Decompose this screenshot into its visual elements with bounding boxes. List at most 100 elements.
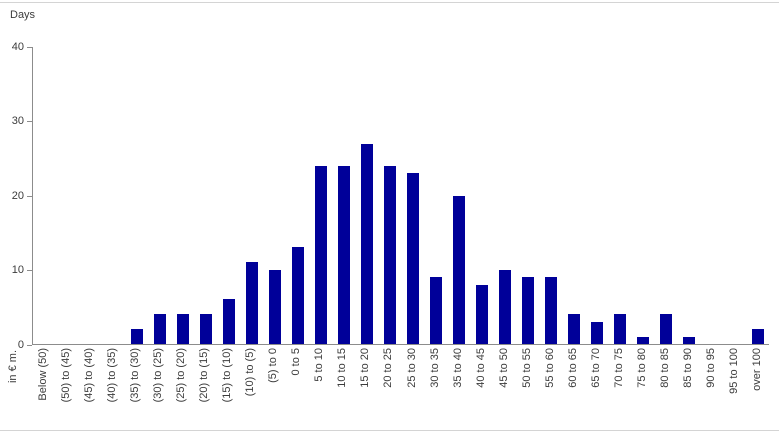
bar-column xyxy=(585,47,608,344)
bar-column xyxy=(539,47,562,344)
y-tick-mark xyxy=(27,270,32,271)
bar-column xyxy=(378,47,401,344)
bar xyxy=(636,336,649,344)
x-axis-label-slot: (15) to (10) xyxy=(216,348,239,402)
x-axis-label-slot: 45 to 50 xyxy=(493,348,516,388)
bar xyxy=(590,321,603,344)
x-axis-label-slot: 25 to 30 xyxy=(401,348,424,388)
bar-column xyxy=(79,47,102,344)
x-axis-tick-label: 35 to 40 xyxy=(451,348,464,388)
x-axis-label-slot: (50) to (45) xyxy=(55,348,78,402)
bar-column xyxy=(194,47,217,344)
x-axis-label-slot: (40) to (35) xyxy=(101,348,124,402)
bar-column xyxy=(516,47,539,344)
bar-column xyxy=(332,47,355,344)
x-axis-label-slot: 70 to 75 xyxy=(608,348,631,388)
x-axis-tick-label: (45) to (40) xyxy=(83,348,96,403)
x-axis-label-slot: 15 to 20 xyxy=(354,348,377,388)
x-axis-tick-label: (5) to 0 xyxy=(267,348,280,383)
x-axis-tick-label: 0 to 5 xyxy=(290,348,303,376)
bar xyxy=(567,314,580,344)
bar xyxy=(383,165,396,344)
x-axis-unit-label: in € m. xyxy=(7,350,19,384)
bar xyxy=(337,165,350,344)
y-tick-mark xyxy=(27,195,32,197)
x-axis-tick-label: 70 to 75 xyxy=(612,348,625,388)
bar-column xyxy=(746,47,769,344)
x-axis-tick-label: 65 to 70 xyxy=(589,348,602,388)
x-axis-tick-label: 10 to 15 xyxy=(336,348,349,388)
x-axis-tick-label: 95 to 100 xyxy=(727,348,740,394)
bar xyxy=(199,314,212,344)
x-axis-tick-label: 45 to 50 xyxy=(497,348,510,388)
x-axis-tick-label: Below (50) xyxy=(37,348,50,401)
x-axis-label-slot: 80 to 85 xyxy=(654,348,677,388)
x-axis-label-slot: (20) to (15) xyxy=(193,348,216,402)
x-axis-tick-label: (25) to (20) xyxy=(175,348,188,403)
bar xyxy=(406,173,419,344)
y-axis: 0 10 20 30 40 xyxy=(0,41,32,350)
y-tick-label: 0 xyxy=(17,338,24,351)
x-axis-tick-label: 85 to 90 xyxy=(681,348,694,388)
bar-column xyxy=(171,47,194,344)
x-axis-tick-label: 20 to 25 xyxy=(382,348,395,388)
x-axis-labels: Below (50) (50) to (45) (45) to (40) (40) t… xyxy=(32,348,769,430)
x-axis-tick-label: (50) to (45) xyxy=(60,348,73,403)
x-axis-tick-label: 60 to 65 xyxy=(566,348,579,388)
x-axis-label-slot: 35 to 40 xyxy=(447,348,470,388)
x-axis-label-slot: 60 to 65 xyxy=(562,348,585,388)
x-axis-tick-label: (40) to (35) xyxy=(106,348,119,403)
bar-column xyxy=(424,47,447,344)
bar-column xyxy=(263,47,286,344)
x-axis-tick-label: 75 to 80 xyxy=(635,348,648,388)
x-axis-tick-label: (20) to (15) xyxy=(198,348,211,403)
bar-column xyxy=(700,47,723,344)
bar-column xyxy=(562,47,585,344)
x-axis-tick-label: over 100 xyxy=(750,348,763,391)
y-tick: 20 xyxy=(8,190,32,202)
bar xyxy=(613,314,626,344)
bar-column xyxy=(56,47,79,344)
x-axis-label-slot: 95 to 100 xyxy=(723,348,746,394)
x-axis-label-slot: 55 to 60 xyxy=(539,348,562,388)
plot-area xyxy=(32,47,769,345)
top-divider xyxy=(0,2,779,3)
bar xyxy=(452,195,465,344)
bar-column xyxy=(125,47,148,344)
bar-column xyxy=(401,47,424,344)
x-axis-label-slot: over 100 xyxy=(746,348,769,391)
bar-column xyxy=(355,47,378,344)
bar xyxy=(360,143,373,344)
bar-column xyxy=(677,47,700,344)
bottom-divider xyxy=(0,430,779,431)
bar xyxy=(291,247,304,344)
x-axis-tick-label: 25 to 30 xyxy=(405,348,418,388)
bar-column xyxy=(309,47,332,344)
y-tick-mark xyxy=(27,121,32,122)
x-axis-tick-label: 55 to 60 xyxy=(543,348,556,388)
x-axis-label-slot: 50 to 55 xyxy=(516,348,539,388)
x-axis-tick-label: 80 to 85 xyxy=(658,348,671,388)
y-tick-mark xyxy=(27,46,32,48)
bar xyxy=(659,314,672,344)
bar-column xyxy=(447,47,470,344)
x-axis-label-slot: (25) to (20) xyxy=(170,348,193,402)
x-axis-tick-label: 30 to 35 xyxy=(428,348,441,388)
bar xyxy=(314,165,327,344)
x-axis-label-slot: (5) to 0 xyxy=(262,348,285,383)
bar-column xyxy=(493,47,516,344)
x-axis-label-slot: 40 to 45 xyxy=(470,348,493,388)
x-axis-tick-label: (35) to (30) xyxy=(129,348,142,403)
bar-column xyxy=(631,47,654,344)
y-tick-label: 20 xyxy=(11,189,24,202)
bar-column xyxy=(608,47,631,344)
x-axis-label-slot: 90 to 95 xyxy=(700,348,723,388)
x-axis-label-slot: (35) to (30) xyxy=(124,348,147,402)
bar xyxy=(475,284,488,344)
x-axis-label-slot: 75 to 80 xyxy=(631,348,654,388)
bar-column xyxy=(102,47,125,344)
x-axis-label-slot: 30 to 35 xyxy=(424,348,447,388)
bar xyxy=(176,314,189,344)
bar xyxy=(153,314,166,344)
bar xyxy=(498,269,511,344)
